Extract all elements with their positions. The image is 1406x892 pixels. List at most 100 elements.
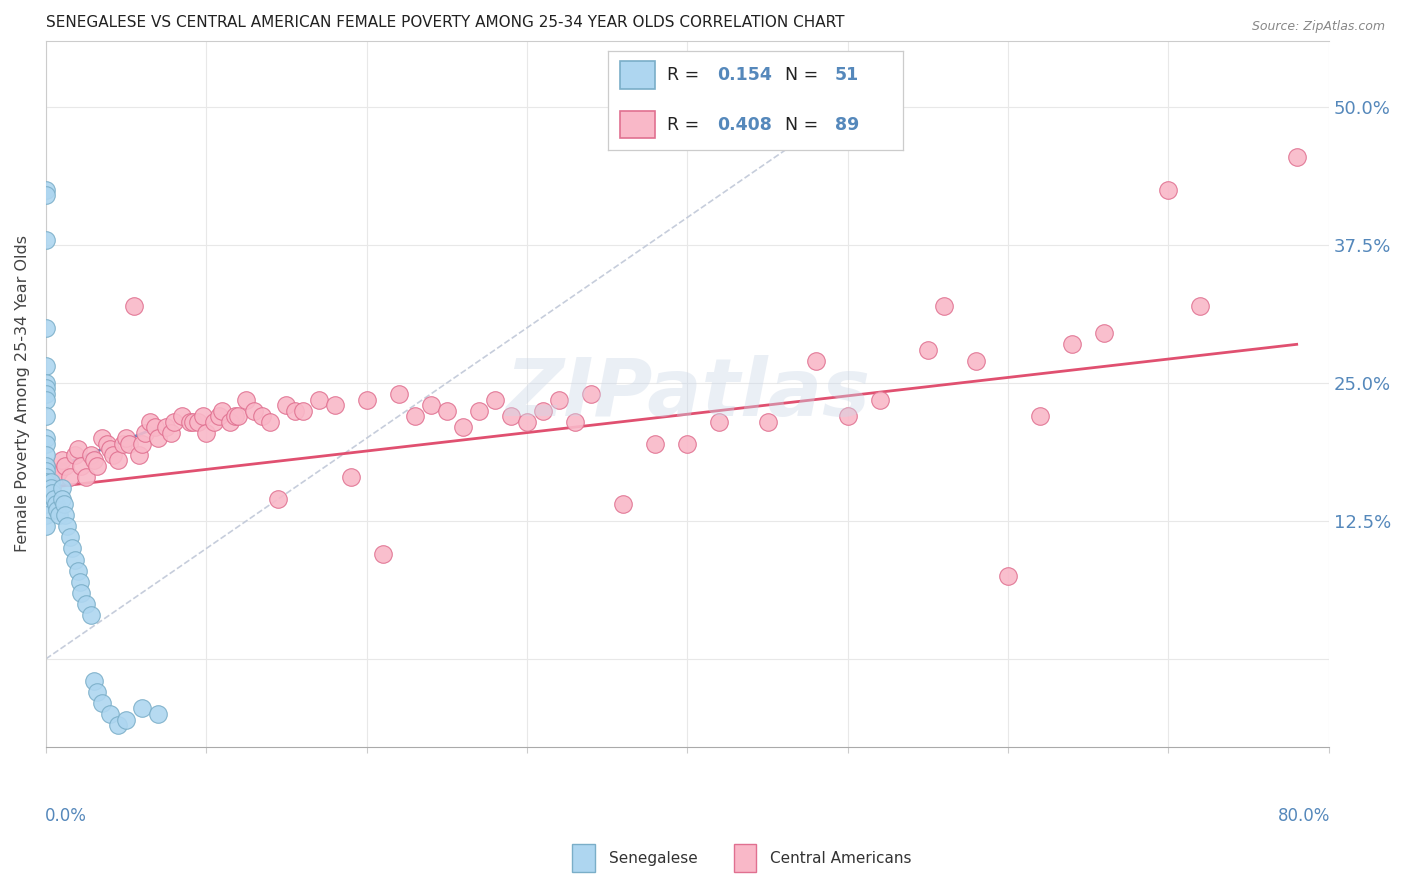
Point [283, 403, 305, 417]
Point [160, 425, 183, 440]
Point [195, 425, 218, 440]
Point [252, 409, 274, 423]
Point [371, 547, 394, 561]
Point [98, 442, 121, 457]
Point [1285, 150, 1308, 164]
Point [235, 392, 257, 407]
Point [516, 415, 538, 429]
Point [243, 403, 266, 417]
Point [224, 409, 246, 423]
Point [63, 552, 86, 566]
Point [148, 431, 170, 445]
Point [35, 183, 58, 197]
Point [163, 415, 186, 429]
Text: SENEGALESE VS CENTRAL AMERICAN FEMALE POVERTY AMONG 25-34 YEAR OLDS CORRELATION : SENEGALESE VS CENTRAL AMERICAN FEMALE PO… [46, 15, 845, 30]
Point [59, 531, 82, 545]
Text: Source: ZipAtlas.com: Source: ZipAtlas.com [1251, 20, 1385, 33]
Point [191, 409, 214, 423]
Text: ZIPatlas: ZIPatlas [505, 355, 870, 433]
Point [35, 481, 58, 495]
Point [208, 409, 231, 423]
Point [52, 497, 75, 511]
Point [83, 673, 105, 688]
Point [499, 409, 522, 423]
Point [122, 299, 145, 313]
Point [35, 464, 58, 478]
Point [70, 585, 93, 599]
Point [837, 409, 859, 423]
Point [531, 403, 554, 417]
Point [91, 696, 114, 710]
Text: Central Americans: Central Americans [770, 851, 912, 865]
Point [96, 436, 118, 450]
Point [83, 453, 105, 467]
Point [45, 469, 67, 483]
Point [276, 398, 298, 412]
Point [48, 508, 70, 523]
Point [35, 387, 58, 401]
Point [69, 574, 91, 589]
Point [60, 541, 83, 556]
Point [35, 376, 58, 390]
Point [139, 415, 162, 429]
Point [202, 415, 225, 429]
Point [51, 453, 73, 467]
Point [91, 431, 114, 445]
Point [356, 392, 378, 407]
Text: Senegalese: Senegalese [609, 851, 697, 865]
Point [804, 354, 827, 368]
Point [211, 403, 233, 417]
Point [259, 415, 281, 429]
Point [80, 448, 103, 462]
Point [107, 718, 129, 732]
Point [118, 436, 141, 450]
Point [128, 448, 150, 462]
Point [308, 392, 330, 407]
Point [484, 392, 506, 407]
Point [51, 481, 73, 495]
Point [183, 415, 205, 429]
Point [564, 415, 586, 429]
Point [131, 436, 153, 450]
Point [1092, 326, 1115, 341]
Point [46, 503, 69, 517]
Point [131, 701, 153, 715]
Point [932, 299, 955, 313]
Point [103, 448, 125, 462]
Point [228, 409, 250, 423]
Point [80, 607, 103, 622]
Point [35, 359, 58, 374]
Point [38, 475, 60, 490]
Text: 80.0%: 80.0% [1278, 807, 1330, 825]
Point [35, 497, 58, 511]
Point [187, 415, 209, 429]
Point [75, 469, 97, 483]
Point [219, 415, 242, 429]
Point [86, 458, 108, 473]
Point [869, 392, 891, 407]
Point [404, 409, 426, 423]
Point [53, 458, 76, 473]
Point [56, 519, 79, 533]
Text: 0.0%: 0.0% [45, 807, 87, 825]
Point [35, 486, 58, 500]
Point [644, 436, 666, 450]
Point [35, 233, 58, 247]
Point [111, 436, 134, 450]
Point [148, 706, 170, 721]
Point [1062, 337, 1084, 351]
Point [53, 508, 76, 523]
Point [67, 564, 90, 578]
Point [35, 188, 58, 202]
Point [436, 403, 458, 417]
Point [35, 475, 58, 490]
Point [35, 409, 58, 423]
Point [35, 392, 58, 407]
Point [35, 458, 58, 473]
Point [63, 448, 86, 462]
Point [579, 387, 602, 401]
Point [45, 497, 67, 511]
Point [965, 354, 987, 368]
Point [35, 320, 58, 334]
Point [51, 491, 73, 506]
